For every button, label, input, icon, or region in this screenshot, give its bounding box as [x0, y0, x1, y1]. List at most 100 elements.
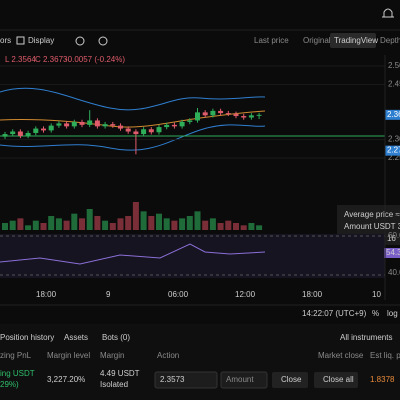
- candle-body: [195, 112, 200, 121]
- volume-bar: [79, 218, 85, 230]
- price-tick: 2.450: [388, 80, 400, 89]
- volume-bar: [94, 216, 101, 230]
- candle-body: [94, 120, 100, 127]
- volume-bar: [17, 218, 24, 230]
- volume-bar: [9, 220, 16, 230]
- candle-body: [71, 121, 77, 127]
- price-badge-label: 2.2700: [387, 146, 400, 155]
- candle-body: [248, 115, 254, 118]
- tab[interactable]: Assets: [64, 333, 88, 342]
- time-label: 06:00: [168, 290, 189, 299]
- pnl-pct: 29%): [0, 380, 19, 389]
- price-mode[interactable]: Last price: [254, 36, 289, 45]
- header: Margin level: [47, 351, 90, 360]
- instrument-filter[interactable]: All instruments: [340, 333, 392, 342]
- display-icon: [16, 36, 25, 45]
- candle-body: [187, 120, 193, 122]
- moving-average: [0, 110, 266, 128]
- liq-price: 1.8378: [370, 375, 395, 384]
- volume-bar: [63, 220, 70, 230]
- volume-bar: [117, 218, 124, 230]
- amount-input[interactable]: [220, 371, 268, 389]
- close-label: Close: [281, 375, 302, 384]
- volume-bar: [179, 218, 186, 230]
- time-label: 9: [106, 290, 111, 299]
- price-value: 2.3573: [160, 375, 185, 384]
- close-all-label: Close all: [323, 375, 354, 384]
- candle-body: [156, 127, 162, 133]
- percent-toggle[interactable]: %: [372, 309, 379, 318]
- candle-body: [210, 110, 216, 116]
- price-tick: 2.250: [388, 153, 400, 162]
- volume-bar: [148, 216, 155, 230]
- active-tab-bg: [330, 33, 376, 48]
- pnl: ing USDT: [0, 369, 35, 378]
- candle-body: [17, 131, 23, 136]
- volume-bar: [171, 220, 178, 230]
- volume-bar: [217, 223, 224, 230]
- view-tab[interactable]: Original: [303, 36, 331, 45]
- candle-body: [233, 113, 239, 117]
- candle-body: [171, 124, 177, 127]
- price-input[interactable]: [154, 371, 218, 389]
- volume-bar: [86, 209, 93, 230]
- header: Action: [157, 351, 179, 360]
- candle-body: [225, 113, 231, 115]
- price-tick: 2.300: [388, 135, 400, 144]
- volume-bar: [55, 218, 62, 230]
- volume-bar: [125, 216, 132, 230]
- candle-body: [118, 125, 123, 129]
- volume-bar: [256, 225, 263, 230]
- price-badge-label: 2.3673: [387, 110, 400, 119]
- close-all-button[interactable]: [314, 372, 358, 388]
- tab[interactable]: Bots (0): [102, 333, 130, 342]
- candle-body: [56, 123, 62, 126]
- time-label: 10: [372, 290, 381, 299]
- clock: 14:22:07 (UTC+9): [302, 309, 367, 318]
- bollinger-lower: [0, 124, 266, 151]
- candle-body: [10, 131, 16, 135]
- candle-body: [256, 114, 262, 116]
- rsi-current: 54.3: [386, 248, 400, 257]
- tab[interactable]: Position history: [0, 333, 54, 342]
- display-button[interactable]: Display: [28, 36, 54, 45]
- ohlc-low: L 2.3564: [5, 55, 36, 64]
- tooltip-avg: Average price ≈ 2.: [344, 210, 400, 219]
- candle-body: [110, 124, 116, 126]
- log-toggle[interactable]: log: [387, 309, 398, 318]
- price-tick: 2.500: [388, 61, 400, 70]
- volume-bar: [25, 225, 32, 230]
- indicators-button[interactable]: ors: [0, 36, 11, 45]
- close-button[interactable]: [272, 372, 308, 388]
- volume-bar: [109, 223, 116, 230]
- volume-bar: [71, 213, 78, 230]
- volume-bar: [132, 202, 139, 230]
- header: zing PnL: [0, 351, 32, 360]
- balance-icon[interactable]: [98, 36, 108, 46]
- margin: 4.49 USDT: [100, 369, 140, 378]
- bollinger-upper: [0, 87, 266, 111]
- candle-body: [218, 110, 224, 114]
- candle-body: [33, 128, 39, 133]
- price-badge: [385, 109, 400, 120]
- settings-icon[interactable]: [75, 36, 85, 46]
- candle-body: [179, 121, 185, 127]
- volume-bar: [156, 213, 162, 230]
- header: Margin: [100, 351, 124, 360]
- candle-body: [79, 121, 85, 125]
- volume-bar: [2, 223, 8, 230]
- margin-level: 3,227.20%: [47, 375, 85, 384]
- volume-bar: [186, 216, 193, 230]
- header: Est liq. price: [370, 351, 400, 360]
- volume-bar: [240, 225, 247, 230]
- volume-bar: [102, 220, 109, 230]
- volume-bar: [233, 223, 239, 230]
- volume-bar: [163, 218, 170, 230]
- view-tab[interactable]: TradingView: [334, 36, 378, 45]
- bell-icon[interactable]: [382, 8, 394, 18]
- candle-body: [241, 116, 247, 118]
- ohlc-change: -0.0057 (-0.24%): [65, 55, 125, 64]
- volume-bar: [40, 223, 47, 230]
- view-tab[interactable]: Depth: [380, 36, 400, 45]
- margin-mode: Isolated: [100, 380, 128, 389]
